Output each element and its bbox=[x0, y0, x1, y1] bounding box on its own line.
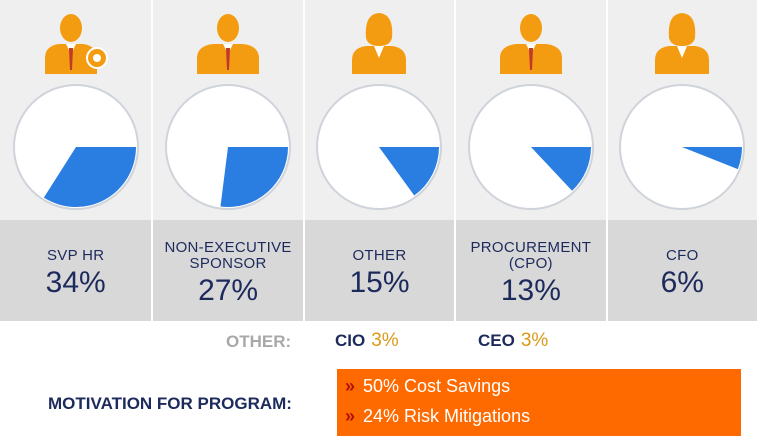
motivation-item: » 24% Risk Mitigations bbox=[345, 406, 530, 427]
sponsor-column: OTHER 15% bbox=[302, 0, 455, 321]
role-label: SVP HR bbox=[47, 246, 105, 264]
pie-chart bbox=[316, 84, 443, 210]
manager-gear-icon bbox=[44, 14, 108, 74]
bullet-icon: » bbox=[345, 376, 356, 396]
pie-chart bbox=[619, 84, 746, 210]
pie-slice bbox=[379, 147, 440, 196]
pie-panel bbox=[456, 0, 606, 220]
percent-label: 27% bbox=[198, 273, 259, 307]
other-item-value: 3% bbox=[371, 330, 399, 351]
label-panel: SVP HR 34% bbox=[0, 220, 152, 321]
sponsor-column: CFO 6% bbox=[605, 0, 757, 321]
pie-panel bbox=[153, 0, 303, 220]
label-panel: NON-EXECUTIVE SPONSOR 27% bbox=[153, 220, 303, 321]
pie-slice bbox=[43, 147, 136, 208]
bullet-icon: » bbox=[345, 406, 356, 426]
pie-chart bbox=[165, 84, 292, 210]
label-panel: CFO 6% bbox=[607, 220, 757, 321]
role-label: CFO bbox=[665, 246, 699, 264]
sponsor-column: SVP HR 34% bbox=[0, 0, 152, 321]
role-label: PROCUREMENT (CPO) bbox=[470, 238, 592, 272]
pie-panel bbox=[304, 0, 455, 220]
businesswoman-icon bbox=[655, 13, 710, 74]
other-item-name: CEO bbox=[478, 331, 515, 350]
percent-label: 13% bbox=[500, 273, 561, 307]
sponsor-columns: SVP HR 34% NON-EXECUTIVE SPONSOR 27% bbox=[0, 0, 757, 321]
other-item-name: CIO bbox=[335, 331, 366, 350]
label-panel: OTHER 15% bbox=[304, 220, 455, 321]
other-item-cio: CIO 3% bbox=[335, 330, 399, 352]
motivation-label: MOTIVATION FOR PROGRAM: bbox=[48, 394, 292, 413]
businesswoman-icon bbox=[352, 13, 407, 74]
other-item-value: 3% bbox=[520, 330, 549, 351]
percent-label: 34% bbox=[45, 265, 106, 299]
pie-chart bbox=[467, 84, 594, 210]
motivation-item-text: 24% Risk Mitigations bbox=[363, 406, 531, 426]
pie-slice bbox=[530, 147, 591, 191]
label-panel: PROCUREMENT (CPO) 13% bbox=[456, 220, 606, 321]
pie-panel bbox=[0, 0, 152, 220]
pie-panel bbox=[607, 0, 757, 220]
role-label: NON-EXECUTIVE SPONSOR bbox=[164, 238, 292, 272]
role-label: OTHER bbox=[352, 246, 407, 264]
pie-slice bbox=[220, 147, 289, 208]
pie-slice bbox=[682, 147, 743, 170]
motivation-item: » 50% Cost Savings bbox=[345, 376, 510, 397]
businessman-icon bbox=[197, 14, 260, 74]
businessman-icon bbox=[499, 14, 562, 74]
other-item-ceo: CEO 3% bbox=[478, 330, 548, 352]
percent-label: 15% bbox=[349, 265, 410, 299]
other-row: OTHER: CIO 3% CEO 3% bbox=[0, 326, 757, 356]
sponsor-column: PROCUREMENT (CPO) 13% bbox=[454, 0, 606, 321]
sponsor-column: NON-EXECUTIVE SPONSOR 27% bbox=[151, 0, 303, 321]
motivation-box: » 50% Cost Savings » 24% Risk Mitigations bbox=[337, 369, 741, 436]
pie-chart bbox=[12, 84, 139, 210]
other-label: OTHER: bbox=[226, 332, 292, 351]
percent-label: 6% bbox=[660, 265, 704, 299]
motivation-item-text: 50% Cost Savings bbox=[363, 376, 511, 396]
